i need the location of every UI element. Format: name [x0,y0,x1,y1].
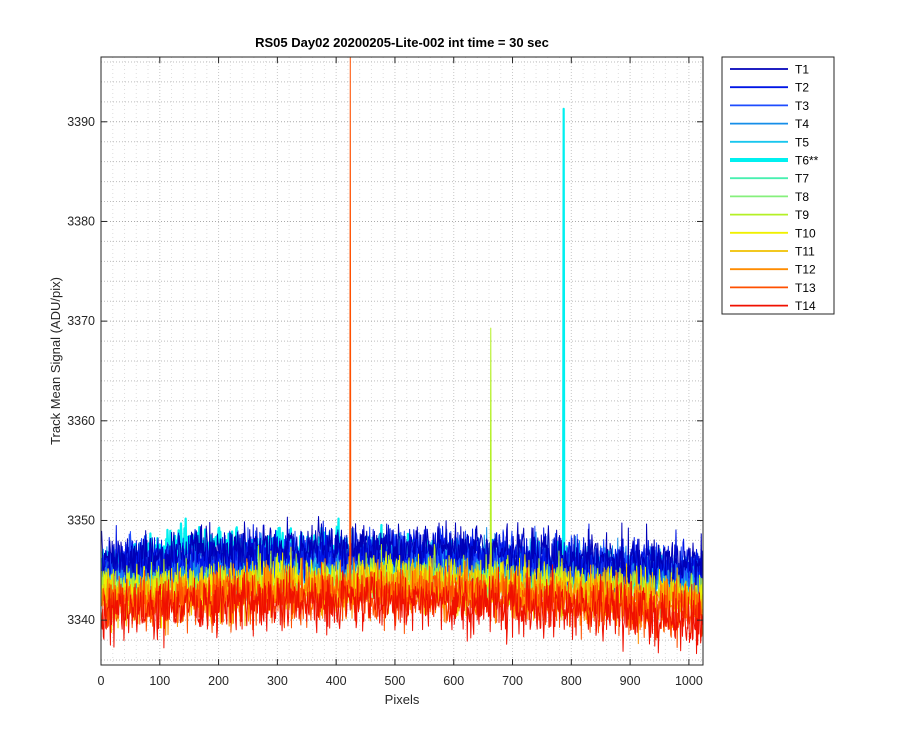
y-tick-label: 3370 [67,314,95,328]
x-tick-label: 800 [561,674,582,688]
x-tick-label: 300 [267,674,288,688]
x-tick-label: 400 [326,674,347,688]
axis-ticks: 0 100 200 300 400 500 600 700 800 900 1000 3340 3350… [67,57,703,688]
legend-label: T12 [795,263,816,277]
series-line-T1 [101,516,703,602]
plot-series [101,57,703,655]
x-tick-label: 200 [208,674,229,688]
x-tick-label: 900 [620,674,641,688]
legend-box [721,56,835,315]
legend-label: T6** [795,154,819,168]
x-tick-label: 700 [502,674,523,688]
y-tick-label: 3390 [67,115,95,129]
y-tick-label: 3350 [67,513,95,527]
legend: T1 T2 T3 T4 T5 T6** T7 T8 T9 T10 T11 T12 T13 T14 [721,56,835,315]
y-tick-label: 3340 [67,613,95,627]
legend-label: T2 [795,81,809,95]
x-tick-label: 1000 [675,674,703,688]
x-tick-label: 500 [385,674,406,688]
legend-label: T11 [795,245,815,259]
legend-label: T14 [795,299,816,313]
legend-label: T7 [795,172,809,186]
legend-label: T10 [795,226,816,240]
y-tick-label: 3380 [67,214,95,228]
legend-label: T1 [795,63,809,77]
plot-area-frame [100,56,704,666]
legend-label: T9 [795,208,809,222]
legend-label: T4 [795,117,809,131]
legend-label: T5 [795,135,809,149]
legend-label: T8 [795,190,809,204]
x-axis-label: Pixels [385,692,420,707]
y-axis-label: Track Mean Signal (ADU/pix) [48,277,63,445]
legend-label: T13 [795,281,816,295]
series-line-T6 [101,107,703,606]
grid [100,57,703,665]
series-line-T14 [101,564,703,655]
y-tick-label: 3360 [67,414,95,428]
x-tick-label: 100 [149,674,170,688]
x-tick-label: 0 [98,674,105,688]
legend-label: T3 [795,99,809,113]
chart-title: RS05 Day02 20200205-Lite-002 int time = … [255,35,549,50]
x-tick-label: 600 [443,674,464,688]
